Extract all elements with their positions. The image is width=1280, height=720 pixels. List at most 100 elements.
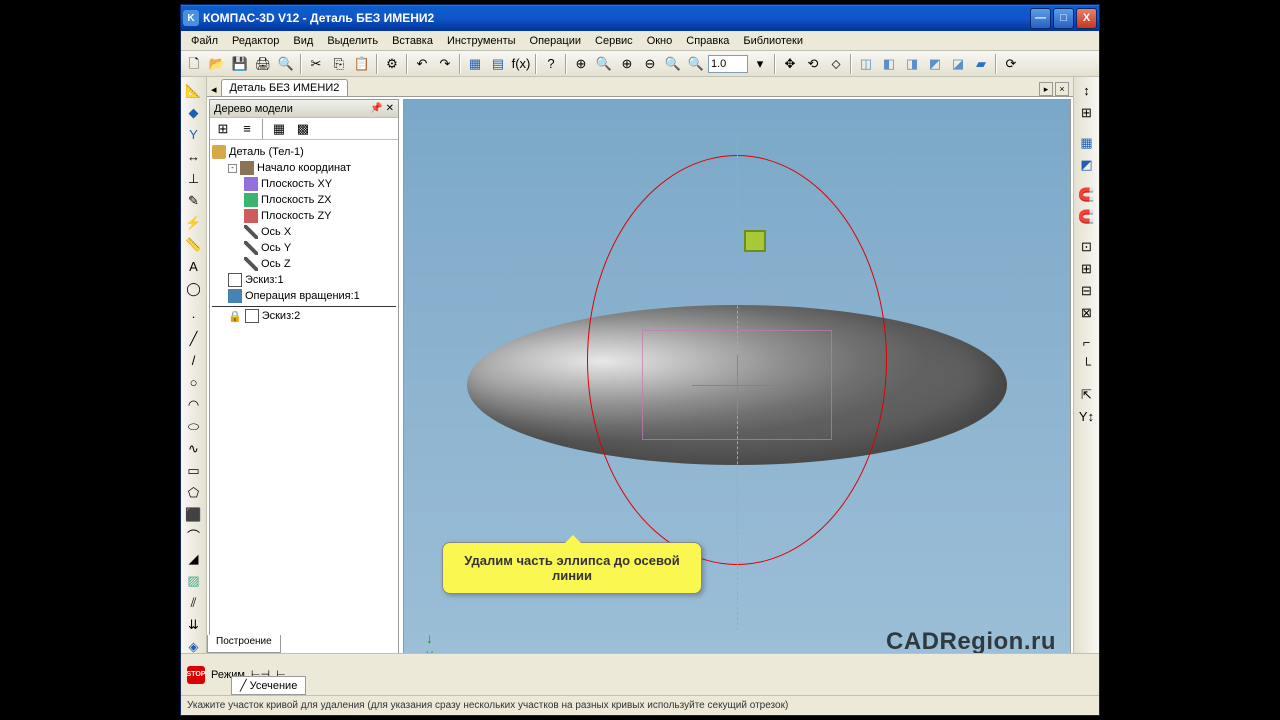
zoom-dropdown[interactable]: ▾ bbox=[749, 53, 771, 75]
zoom-fit-button[interactable]: ⊕ bbox=[570, 53, 592, 75]
trim-tab[interactable]: ╱Усечение bbox=[231, 676, 306, 695]
chamfer-tool[interactable]: ◢ bbox=[183, 548, 205, 568]
dimensions-tool[interactable]: ↔ bbox=[183, 146, 205, 166]
rtool-9[interactable]: ⊟ bbox=[1076, 280, 1098, 300]
save-button[interactable]: 💾 bbox=[229, 53, 251, 75]
menu-tools[interactable]: Инструменты bbox=[441, 33, 522, 49]
rtool-5[interactable]: 🧲 bbox=[1076, 184, 1098, 204]
ellipse-tool[interactable]: ⬭ bbox=[183, 416, 205, 436]
manager-button[interactable]: ▦ bbox=[464, 53, 486, 75]
params-tool[interactable]: ⚡ bbox=[183, 212, 205, 232]
undo-button[interactable]: ↶ bbox=[411, 53, 433, 75]
perspective-button[interactable]: ▰ bbox=[970, 53, 992, 75]
aux-line-tool[interactable]: ╱ bbox=[183, 328, 205, 348]
redo-button[interactable]: ↷ bbox=[434, 53, 456, 75]
fillet-tool[interactable]: ⌒ bbox=[183, 526, 205, 546]
rect-tool[interactable]: ▭ bbox=[183, 460, 205, 480]
rtool-11[interactable]: ⌐ bbox=[1076, 332, 1098, 352]
menu-service[interactable]: Сервис bbox=[589, 33, 639, 49]
tree-origin[interactable]: Начало координат bbox=[257, 162, 351, 174]
view-hidden-button[interactable]: ◧ bbox=[878, 53, 900, 75]
menu-operations[interactable]: Операции bbox=[524, 33, 587, 49]
tree-btn-2[interactable]: ≡ bbox=[236, 118, 258, 140]
zoom-prev-button[interactable]: 🔍 bbox=[662, 53, 684, 75]
circle-tool[interactable]: ○ bbox=[183, 372, 205, 392]
menu-window[interactable]: Окно bbox=[641, 33, 679, 49]
pan-button[interactable]: ✥ bbox=[779, 53, 801, 75]
copy-button[interactable]: ⎘ bbox=[328, 53, 350, 75]
stop-icon[interactable]: STOP bbox=[187, 666, 205, 684]
zoom-in-button[interactable]: ⊕ bbox=[616, 53, 638, 75]
tree-root[interactable]: Деталь (Тел-1) bbox=[229, 146, 304, 158]
rotate-button[interactable]: ⟲ bbox=[802, 53, 824, 75]
tree-sketch2[interactable]: Эскиз:2 bbox=[262, 310, 301, 322]
tree-btn-4[interactable]: ▩ bbox=[292, 118, 314, 140]
build-tab[interactable]: Построение bbox=[207, 635, 281, 653]
help-button[interactable]: ? bbox=[540, 53, 562, 75]
text-tool[interactable]: A bbox=[183, 256, 205, 276]
viewport[interactable]: Удалим часть эллипса до осевой линии ↓Y … bbox=[403, 99, 1071, 673]
tree-plane-xy[interactable]: Плоскость XY bbox=[261, 178, 332, 190]
menu-file[interactable]: Файл bbox=[185, 33, 224, 49]
tree-axis-y[interactable]: Ось Y bbox=[261, 242, 291, 254]
rebuild-button[interactable]: ⟳ bbox=[1000, 53, 1022, 75]
properties-button[interactable]: ⚙ bbox=[381, 53, 403, 75]
paste-button[interactable]: 📋 bbox=[351, 53, 373, 75]
view-shaded-button[interactable]: ◩ bbox=[924, 53, 946, 75]
rtool-8[interactable]: ⊞ bbox=[1076, 258, 1098, 278]
close-button[interactable]: X bbox=[1076, 8, 1097, 29]
geometry-tool[interactable]: ◆ bbox=[183, 102, 205, 122]
orient-button[interactable]: ⬦ bbox=[825, 53, 847, 75]
arc-tool[interactable]: ◠ bbox=[183, 394, 205, 414]
measure-tool[interactable]: 📏 bbox=[183, 234, 205, 254]
menu-select[interactable]: Выделить bbox=[321, 33, 384, 49]
zoom-window-button[interactable]: 🔍 bbox=[593, 53, 615, 75]
document-tab[interactable]: Деталь БЕЗ ИМЕНИ2 bbox=[221, 79, 349, 96]
tree-revolve[interactable]: Операция вращения:1 bbox=[245, 290, 360, 302]
line-tool[interactable]: / bbox=[183, 350, 205, 370]
spline-tool[interactable]: ∿ bbox=[183, 438, 205, 458]
rtool-4[interactable]: ◩ bbox=[1076, 154, 1098, 174]
project-tool[interactable]: ⇊ bbox=[183, 614, 205, 634]
hatch-tool[interactable]: ▨ bbox=[183, 570, 205, 590]
menu-insert[interactable]: Вставка bbox=[386, 33, 439, 49]
open-button[interactable]: 📂 bbox=[206, 53, 228, 75]
preview-button[interactable]: 🔍 bbox=[275, 53, 297, 75]
zoom-input[interactable] bbox=[708, 55, 748, 73]
print-button[interactable]: 🖨 bbox=[252, 53, 274, 75]
tree-plane-zx[interactable]: Плоскость ZX bbox=[261, 194, 332, 206]
toggle-icon[interactable]: - bbox=[228, 164, 237, 173]
tree-sketch1[interactable]: Эскиз:1 bbox=[245, 274, 284, 286]
rtool-14[interactable]: Y↕ bbox=[1076, 406, 1098, 426]
variables-button[interactable]: f(x) bbox=[510, 53, 532, 75]
menu-edit[interactable]: Редактор bbox=[226, 33, 285, 49]
point-tool[interactable]: · bbox=[183, 306, 205, 326]
edit-tool[interactable]: ✎ bbox=[183, 190, 205, 210]
contour-tool[interactable]: ⬛ bbox=[183, 504, 205, 524]
cut-button[interactable]: ✂ bbox=[305, 53, 327, 75]
rtool-6[interactable]: 🧲 bbox=[1076, 206, 1098, 226]
menu-libraries[interactable]: Библиотеки bbox=[737, 33, 809, 49]
tree-btn-1[interactable]: ⊞ bbox=[212, 118, 234, 140]
menu-view[interactable]: Вид bbox=[287, 33, 319, 49]
tree-plane-zy[interactable]: Плоскость ZY bbox=[261, 210, 332, 222]
constraints-tool[interactable]: ⊥ bbox=[183, 168, 205, 188]
tree-btn-3[interactable]: ▦ bbox=[268, 118, 290, 140]
view-wireframe-button[interactable]: ◫ bbox=[855, 53, 877, 75]
new-button[interactable]: 🗋 bbox=[183, 53, 205, 75]
rtool-13[interactable]: ⇱ bbox=[1076, 384, 1098, 404]
rtool-12[interactable]: └ bbox=[1076, 354, 1098, 374]
tab-close-button[interactable]: × bbox=[1055, 82, 1069, 96]
tab-prev-button[interactable]: ▸ bbox=[1039, 82, 1053, 96]
view-shaded-edges-button[interactable]: ◪ bbox=[947, 53, 969, 75]
library-button[interactable]: ▤ bbox=[487, 53, 509, 75]
filter-tool[interactable]: Y bbox=[183, 124, 205, 144]
zoom-next-button[interactable]: 🔍 bbox=[685, 53, 707, 75]
rtool-10[interactable]: ⊠ bbox=[1076, 302, 1098, 322]
zoom-out-button[interactable]: ⊖ bbox=[639, 53, 661, 75]
minimize-button[interactable]: — bbox=[1030, 8, 1051, 29]
menu-help[interactable]: Справка bbox=[680, 33, 735, 49]
tree-axis-z[interactable]: Ось Z bbox=[261, 258, 291, 270]
equidistant-tool[interactable]: ⫽ bbox=[183, 592, 205, 612]
maximize-button[interactable]: □ bbox=[1053, 8, 1074, 29]
